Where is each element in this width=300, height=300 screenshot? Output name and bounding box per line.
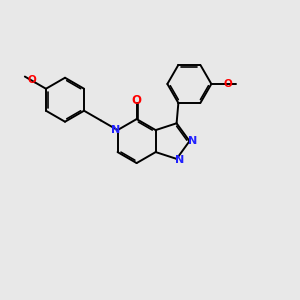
Text: N: N [111,125,120,135]
Text: O: O [224,79,232,89]
Text: O: O [132,94,142,107]
Text: N: N [175,155,184,165]
Text: O: O [27,75,36,85]
Text: N: N [188,136,197,146]
